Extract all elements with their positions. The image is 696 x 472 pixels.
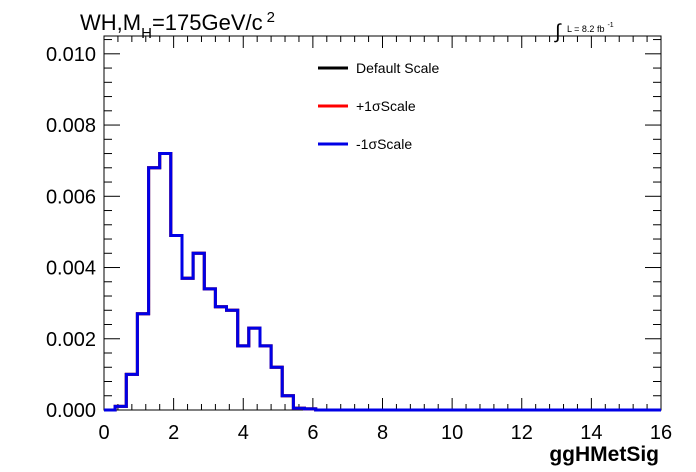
x-tick-label: 0 [98, 422, 109, 444]
y-axis: 0.000 0.002 0.004 0.006 0.008 0.010 [46, 39, 661, 422]
legend-label-1: +1σScale [356, 98, 416, 114]
y-tick-label: 0.002 [46, 329, 96, 351]
legend: Default Scale +1σScale -1σScale [318, 60, 439, 152]
y-tick-label: 0.004 [46, 258, 96, 280]
y-tick-label: 0.010 [46, 44, 96, 66]
x-tick-label: 14 [580, 422, 602, 444]
lumi-label: L = 8.2 fb -1 [567, 22, 614, 34]
series-line-1 [104, 152, 661, 412]
title-sub: H [141, 25, 152, 42]
x-tick-label: 4 [238, 422, 249, 444]
chart-title: WH,MH=175GeV/c 2 [80, 9, 275, 42]
lumi-sup: -1 [607, 22, 613, 29]
x-tick-label: 6 [307, 422, 318, 444]
title-sup: 2 [267, 9, 275, 26]
y-tick-label: 0.006 [46, 186, 96, 208]
title-main: WH,M [80, 10, 141, 35]
x-tick-label: 8 [377, 422, 388, 444]
x-tick-label: 12 [511, 422, 533, 444]
legend-label-2: -1σScale [356, 136, 412, 152]
x-axis: 0 2 4 6 8 10 12 14 16 [98, 36, 672, 444]
series-group [104, 152, 661, 412]
plot-frame [103, 35, 662, 411]
x-tick-label: 10 [441, 422, 463, 444]
x-tick-label: 16 [650, 422, 672, 444]
y-tick-label: 0.008 [46, 115, 96, 137]
series-line-0 [104, 152, 661, 412]
legend-label-0: Default Scale [356, 60, 439, 76]
x-axis-label: ggHMetSig [549, 443, 659, 466]
lumi-integral-icon: ∫ [554, 21, 562, 43]
lumi-text: L = 8.2 fb [567, 24, 604, 34]
series-line-2 [104, 152, 661, 412]
title-rest: =175GeV/c [152, 10, 263, 35]
y-tick-label: 0.000 [46, 400, 96, 422]
x-tick-label: 2 [168, 422, 179, 444]
